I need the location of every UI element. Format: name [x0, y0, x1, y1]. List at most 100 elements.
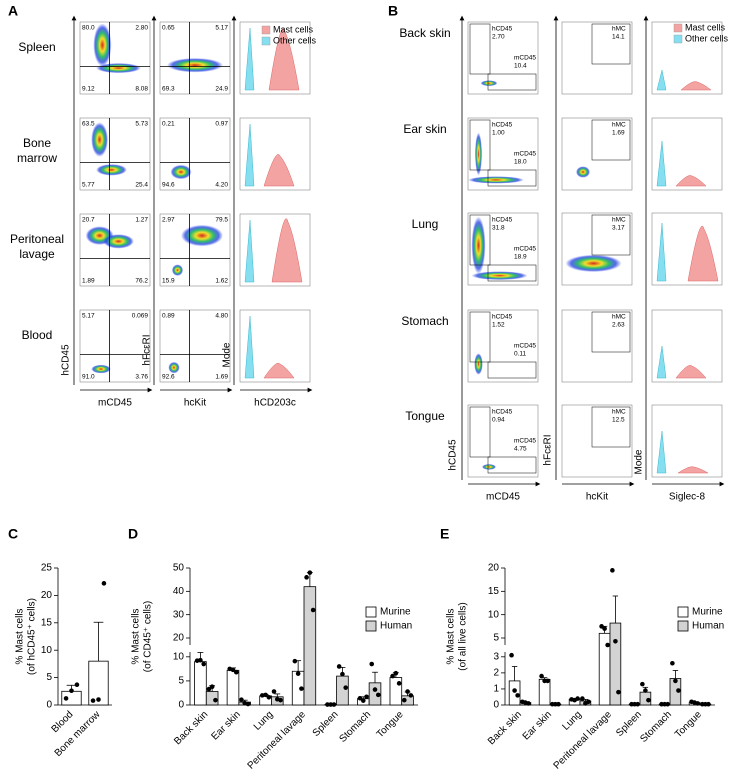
gate-name: hMC — [612, 314, 626, 321]
y-tick-label: 20 — [173, 633, 185, 644]
density-blob — [471, 216, 486, 275]
row-label: Ear skin — [403, 122, 447, 136]
legend-swatch — [261, 36, 271, 46]
y-tick-label: 0 — [493, 700, 499, 711]
row-label-box: Spleen — [18, 40, 55, 54]
quadrant-value: 0.21 — [162, 121, 175, 128]
data-point — [331, 702, 337, 707]
gate-value: 4.75 — [514, 446, 527, 453]
quadrant-value: 1.62 — [215, 278, 228, 285]
data-point — [63, 696, 69, 701]
axis-label: hFcεRI — [142, 334, 153, 365]
quadrant-value: 1.89 — [82, 278, 95, 285]
data-point — [375, 692, 381, 698]
quadrant-value: 5.73 — [135, 121, 148, 128]
legend-label: Human — [380, 621, 412, 632]
gate-name: hCD45 — [492, 217, 513, 224]
gate-name: hCD45 — [492, 122, 513, 129]
gate-name: mCD45 — [514, 438, 536, 445]
y-tick-label: 10 — [488, 609, 500, 620]
quadrant-value: 2.97 — [162, 217, 175, 224]
histogram-mast — [680, 81, 712, 91]
histogram-other — [244, 219, 255, 283]
row-label-box: Ear skin — [403, 122, 447, 136]
panel-label: E — [440, 526, 449, 542]
legend-label: Other cells — [685, 33, 729, 43]
histogram-other — [656, 430, 667, 474]
gate — [591, 119, 631, 161]
data-point — [201, 661, 207, 667]
histogram-other — [244, 315, 255, 379]
y-axis-label: % Mast cells — [446, 608, 457, 664]
gate — [487, 456, 537, 474]
data-point — [575, 696, 580, 701]
quadrant-value: 94.6 — [162, 182, 175, 189]
data-point — [580, 696, 585, 701]
data-point — [357, 695, 363, 701]
gate-name: hCD45 — [492, 26, 513, 33]
data-point — [670, 660, 675, 666]
data-point — [605, 642, 610, 648]
x-tick-label: Tongue — [673, 709, 704, 740]
quadrant-value: 91.0 — [82, 374, 95, 381]
data-point — [635, 701, 640, 707]
y-tick-label: 0 — [46, 700, 52, 711]
x-tick-label: Back skin — [486, 709, 524, 747]
legend-label: Other cells — [273, 35, 317, 45]
quadrant-value: 5.17 — [82, 313, 95, 320]
x-tick-label: Peritoneal lavage — [246, 709, 309, 772]
data-point — [299, 686, 304, 691]
bar — [508, 680, 521, 706]
legend-swatch — [365, 620, 377, 632]
x-tick-label: Ear skin — [210, 709, 243, 742]
density-blob — [91, 364, 111, 374]
quadrant-value: 3.76 — [135, 374, 148, 381]
quadrant-value: 4.20 — [215, 182, 228, 189]
quadrant-value: 8.08 — [135, 86, 148, 93]
histogram-other — [656, 345, 667, 379]
bar — [303, 586, 317, 706]
gate-name: hCD45 — [492, 314, 513, 321]
plot-frame — [159, 213, 231, 287]
density-blob — [96, 63, 141, 74]
y-tick-label: 5 — [493, 633, 499, 644]
legend-swatch — [677, 620, 689, 632]
gate-value: 0.11 — [514, 351, 527, 358]
gate-value: 2.70 — [492, 34, 505, 41]
legend-label: Murine — [692, 607, 723, 618]
quadrant-value: 25.4 — [135, 182, 148, 189]
row-label-box: Tongue — [405, 409, 444, 423]
quadrant-value: 15.9 — [162, 278, 175, 285]
density-blob — [91, 122, 108, 157]
axis-label: Mode — [634, 449, 645, 474]
y-tick-label: 20 — [41, 590, 53, 601]
histogram-other — [656, 140, 667, 187]
data-point — [213, 697, 218, 703]
gate — [469, 311, 491, 363]
density-blob — [96, 164, 127, 176]
row-label: Stomach — [401, 314, 449, 328]
data-point — [271, 689, 277, 694]
data-point — [74, 682, 80, 688]
quadrant-value: 80.0 — [82, 25, 95, 32]
data-point — [263, 692, 268, 698]
gate-value: 18.0 — [514, 159, 527, 166]
quadrant-value: 5.17 — [215, 25, 228, 32]
row-label: Lung — [411, 217, 439, 231]
legend-label: Mast cells — [685, 22, 726, 32]
data-point — [307, 570, 313, 575]
density-blob — [93, 23, 112, 67]
axis-label: hCD45 — [448, 439, 459, 471]
y-tick-label: 5 — [46, 672, 52, 683]
x-tick-label: Lung — [560, 709, 584, 733]
density-blob — [480, 80, 498, 87]
gate-value: 0.94 — [492, 417, 505, 424]
plot-frame — [561, 212, 633, 286]
data-point — [90, 698, 96, 703]
histogram-mast — [271, 218, 303, 283]
gate-name: mCD45 — [514, 55, 536, 62]
gate — [487, 73, 537, 91]
gate-value: 14.1 — [612, 34, 625, 41]
gate — [591, 311, 631, 353]
data-point — [512, 688, 517, 693]
